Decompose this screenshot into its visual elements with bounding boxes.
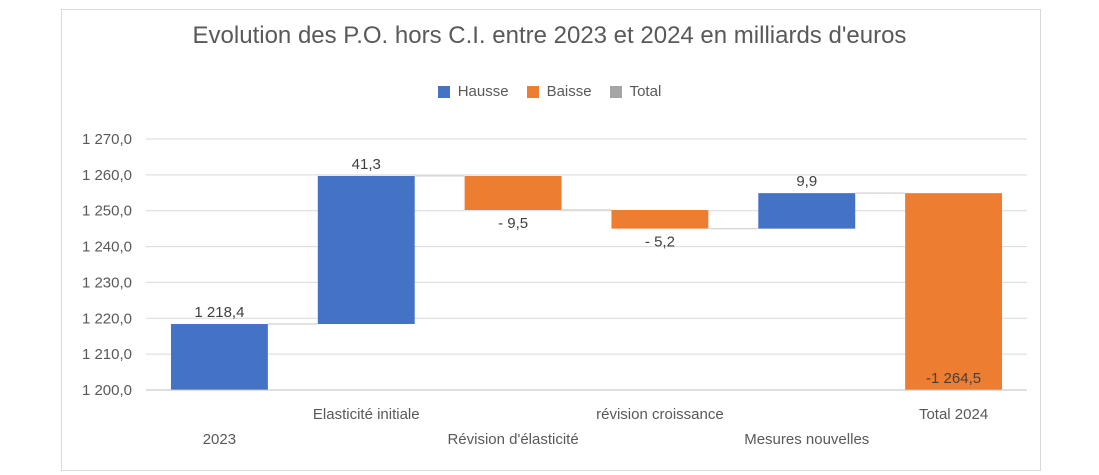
data-label: -1 264,5 xyxy=(926,370,981,387)
chart-frame xyxy=(61,9,1041,471)
legend-swatch-hausse xyxy=(437,85,450,98)
x-tick-label: 2023 xyxy=(203,431,236,448)
legend-swatch-total xyxy=(609,85,622,98)
chart-legend: Hausse Baisse Total xyxy=(0,83,1099,100)
y-tick-label: 1 250,0 xyxy=(82,203,132,220)
data-label: 41,3 xyxy=(352,156,381,173)
y-tick-label: 1 260,0 xyxy=(82,167,132,184)
y-tick-label: 1 270,0 xyxy=(82,131,132,148)
waterfall-bar xyxy=(464,175,562,210)
data-label: 1 218,4 xyxy=(194,304,244,321)
data-label: - 5,2 xyxy=(645,234,675,251)
legend-swatch-baisse xyxy=(526,85,539,98)
waterfall-bar xyxy=(170,324,268,390)
x-tick-label: Mesures nouvelles xyxy=(744,431,869,448)
y-tick-label: 1 220,0 xyxy=(82,310,132,327)
y-tick-label: 1 240,0 xyxy=(82,239,132,256)
x-tick-label: Elasticité initiale xyxy=(313,406,420,423)
data-label: 9,9 xyxy=(796,173,817,190)
legend-item-total: Total xyxy=(609,83,662,100)
legend-label-hausse: Hausse xyxy=(457,83,509,100)
x-tick-label: Total 2024 xyxy=(919,406,988,423)
x-tick-label: révision croissance xyxy=(596,406,724,423)
legend-item-baisse: Baisse xyxy=(526,83,592,100)
data-label: - 9,5 xyxy=(498,215,528,232)
waterfall-bar xyxy=(758,193,856,229)
legend-label-baisse: Baisse xyxy=(546,83,592,100)
waterfall-bar xyxy=(611,209,709,229)
legend-label-total: Total xyxy=(629,83,662,100)
y-tick-label: 1 210,0 xyxy=(82,346,132,363)
y-tick-label: 1 230,0 xyxy=(82,274,132,291)
y-tick-label: 1 200,0 xyxy=(82,382,132,399)
legend-item-hausse: Hausse xyxy=(437,83,509,100)
x-tick-label: Révision d'élasticité xyxy=(447,431,578,448)
chart-title: Evolution des P.O. hors C.I. entre 2023 … xyxy=(192,22,907,49)
waterfall-bar xyxy=(317,175,415,325)
waterfall-bar xyxy=(905,193,1003,390)
